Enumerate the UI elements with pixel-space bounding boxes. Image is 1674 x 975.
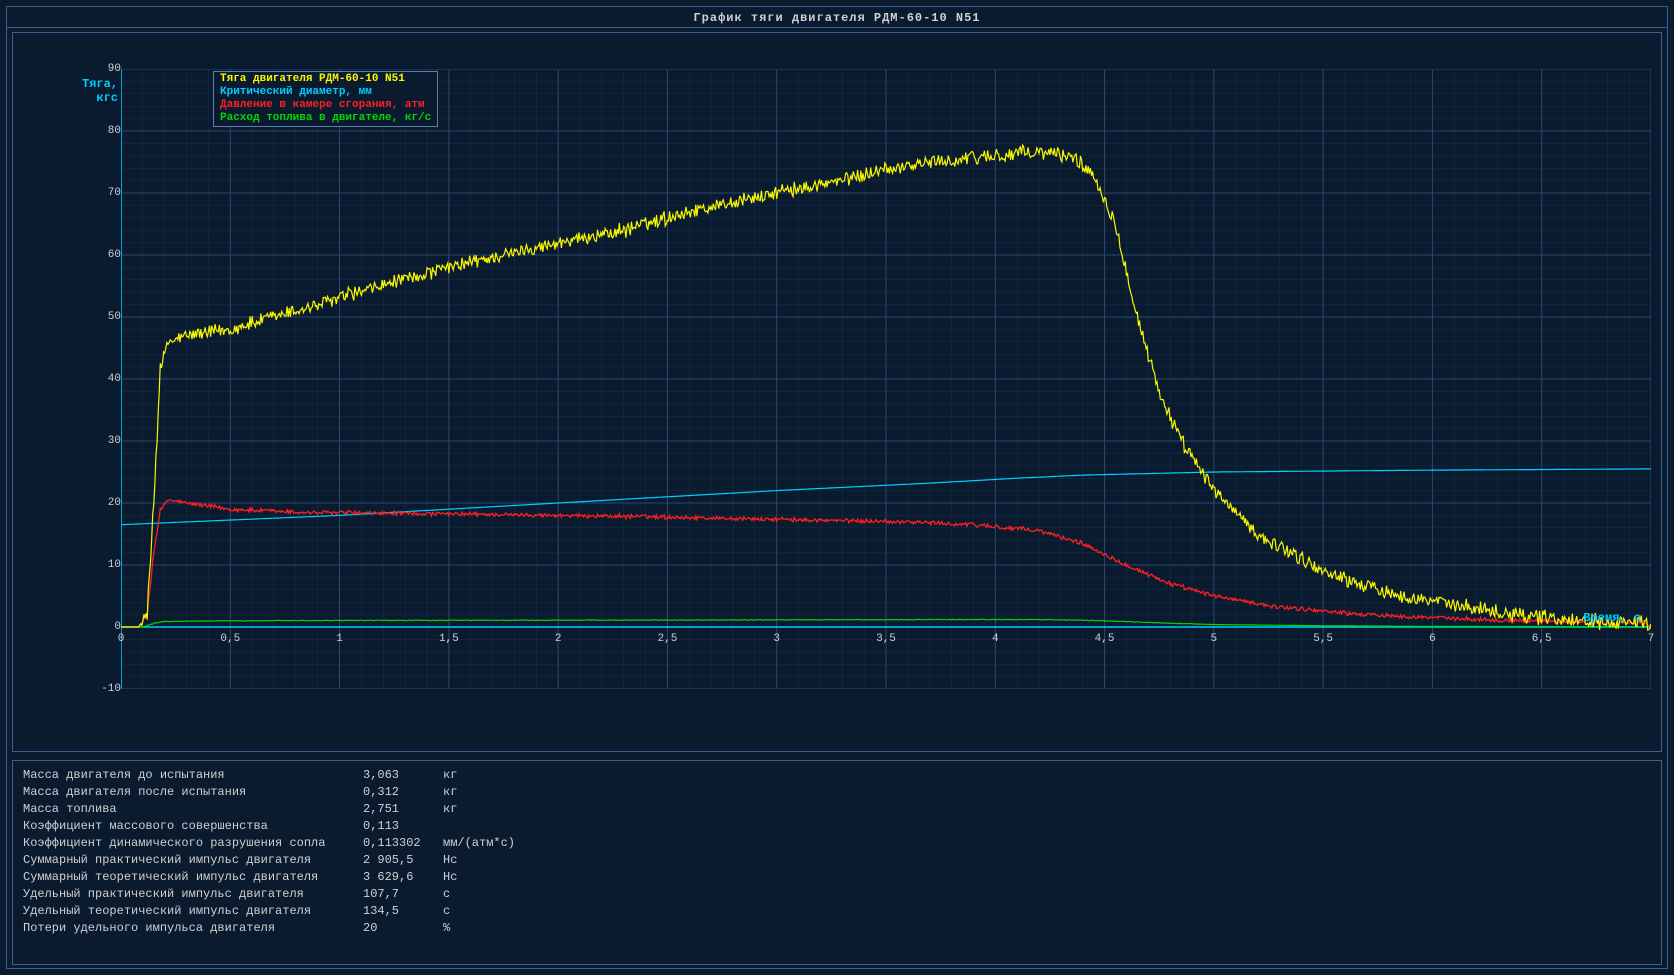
table-row: Потери удельного импульса двигателя 20 % (23, 920, 1651, 937)
table-row: Суммарный теоретический импульс двигател… (23, 869, 1651, 886)
param-unit: мм/(атм*с) (443, 835, 543, 852)
y-tick: 10 (21, 559, 121, 571)
x-tick: 1 (336, 633, 343, 645)
param-label: Удельный практический импульс двигателя (23, 886, 363, 903)
table-row: Удельный теоретический импульс двигателя… (23, 903, 1651, 920)
param-unit: с (443, 903, 543, 920)
legend-item: Давление в камере сгорания, атм (220, 99, 431, 112)
param-label: Удельный теоретический импульс двигателя (23, 903, 363, 920)
plot-area (121, 69, 1651, 689)
x-tick: 4,5 (1095, 633, 1115, 645)
param-label: Масса двигателя до испытания (23, 767, 363, 784)
x-tick: 4 (992, 633, 999, 645)
param-value: 2 905,5 (363, 852, 443, 869)
x-axis-label: Время, с (1583, 611, 1641, 625)
table-row: Удельный практический импульс двигателя … (23, 886, 1651, 903)
x-tick: 5 (1211, 633, 1218, 645)
y-axis-label: Тяга, кгс (78, 77, 118, 105)
param-unit: кг (443, 784, 543, 801)
y-tick: 20 (21, 497, 121, 509)
y-tick: 40 (21, 373, 121, 385)
y-tick: 50 (21, 311, 121, 323)
param-unit: % (443, 920, 543, 937)
table-row: Коэффициент массового совершенства 0,113 (23, 818, 1651, 835)
x-tick: 1,5 (439, 633, 459, 645)
table-row: Коэффициент динамического разрушения соп… (23, 835, 1651, 852)
x-tick: 6 (1429, 633, 1436, 645)
param-unit: Нс (443, 869, 543, 886)
param-value: 3,063 (363, 767, 443, 784)
table-row: Суммарный практический импульс двигателя… (23, 852, 1651, 869)
x-tick: 6,5 (1532, 633, 1552, 645)
param-label: Потери удельного импульса двигателя (23, 920, 363, 937)
parameter-table: Масса двигателя до испытания 3,063 кг Ма… (12, 760, 1662, 965)
param-unit: Нс (443, 852, 543, 869)
param-label: Суммарный теоретический импульс двигател… (23, 869, 363, 886)
param-label: Коэффициент динамического разрушения соп… (23, 835, 363, 852)
param-unit: кг (443, 801, 543, 818)
param-value: 107,7 (363, 886, 443, 903)
param-value: 0,113302 (363, 835, 443, 852)
param-value: 3 629,6 (363, 869, 443, 886)
chart-frame: Тяга, кгс Тяга двигателя РДМ-60-10 N51Кр… (12, 32, 1662, 752)
param-value: 2,751 (363, 801, 443, 818)
param-label: Масса двигателя после испытания (23, 784, 363, 801)
param-label: Масса топлива (23, 801, 363, 818)
y-tick: 60 (21, 249, 121, 261)
param-label: Суммарный практический импульс двигателя (23, 852, 363, 869)
legend-item: Критический диаметр, мм (220, 86, 431, 99)
x-tick: 0 (118, 633, 125, 645)
param-unit: с (443, 886, 543, 903)
y-tick: 70 (21, 187, 121, 199)
table-row: Масса топлива 2,751 кг (23, 801, 1651, 818)
param-label: Коэффициент массового совершенства (23, 818, 363, 835)
table-row: Масса двигателя до испытания 3,063 кг (23, 767, 1651, 784)
legend-item: Расход топлива в двигателе, кг/с (220, 112, 431, 125)
y-tick: 80 (21, 125, 121, 137)
x-tick: 0,5 (220, 633, 240, 645)
table-row: Масса двигателя после испытания 0,312 кг (23, 784, 1651, 801)
param-value: 0,113 (363, 818, 443, 835)
x-tick: 3 (773, 633, 780, 645)
x-tick: 5,5 (1313, 633, 1333, 645)
param-value: 0,312 (363, 784, 443, 801)
legend: Тяга двигателя РДМ-60-10 N51Критический … (213, 71, 438, 127)
y-tick: 90 (21, 63, 121, 75)
y-tick: -10 (21, 683, 121, 695)
legend-item: Тяга двигателя РДМ-60-10 N51 (220, 73, 431, 86)
x-tick: 2,5 (658, 633, 678, 645)
param-value: 134,5 (363, 903, 443, 920)
param-unit: кг (443, 767, 543, 784)
y-tick: 30 (21, 435, 121, 447)
param-unit (443, 818, 543, 835)
chart-title: График тяги двигателя РДМ-60-10 N51 (6, 6, 1668, 28)
x-tick: 2 (555, 633, 562, 645)
param-value: 20 (363, 920, 443, 937)
x-tick: 7 (1648, 633, 1655, 645)
x-tick: 3,5 (876, 633, 896, 645)
y-tick: 0 (21, 621, 121, 633)
